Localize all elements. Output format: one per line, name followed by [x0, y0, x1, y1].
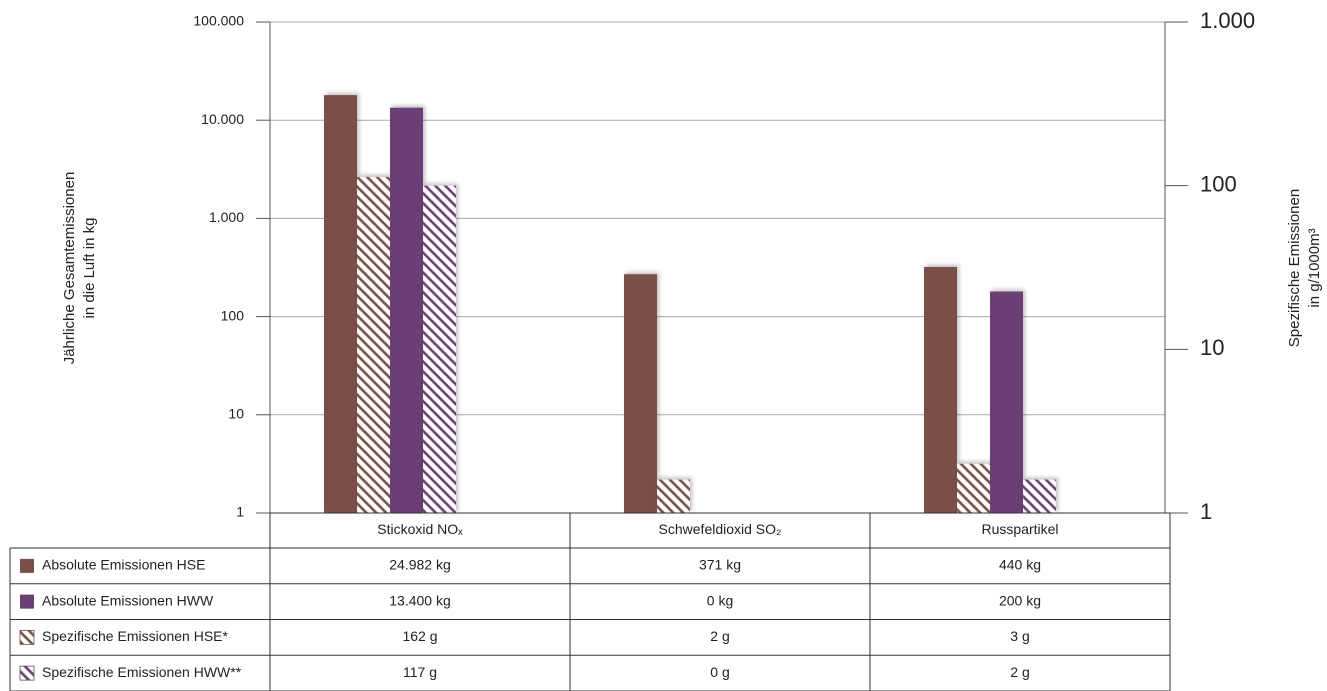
table-cell: 117 g [403, 664, 437, 680]
category-label: Schwefeldioxid SO₂ [659, 521, 782, 537]
y2-tick-label: 100 [1200, 171, 1237, 196]
bar [390, 107, 423, 513]
left-axis-label: Jährliche Gesamtemissionen in die Luft i… [61, 172, 98, 365]
y-tick-label: 1.000 [209, 209, 244, 225]
y-tick-label: 100.000 [193, 13, 244, 29]
bar [624, 274, 657, 513]
category-label: Russpartikel [981, 521, 1058, 537]
table-cell: 371 kg [699, 557, 741, 573]
y2-tick-label: 1.000 [1200, 8, 1255, 33]
bar [924, 266, 957, 513]
table-cell: 200 kg [999, 592, 1041, 608]
table-cell: 0 kg [707, 592, 733, 608]
legend-swatch [20, 558, 34, 573]
table-cell: 3 g [1010, 628, 1029, 644]
y2-label-line: in g/1000m³ [1306, 228, 1323, 307]
bar [324, 95, 357, 514]
y-tick-label: 100 [221, 307, 245, 323]
legend-label: Absolute Emissionen HWW [42, 592, 214, 608]
bar [1023, 479, 1056, 513]
legend-swatch [20, 594, 34, 609]
legend-swatch [19, 629, 35, 645]
bar [990, 291, 1023, 513]
legend-swatch [19, 665, 35, 681]
y-tick-label: 10 [228, 406, 244, 422]
bar [657, 479, 690, 513]
y2-tick-label: 10 [1200, 335, 1224, 360]
table-cell: 24.982 kg [389, 557, 451, 573]
table-cell: 162 g [402, 628, 437, 644]
bar [357, 176, 390, 513]
y2-tick-label: 1 [1200, 499, 1212, 524]
y-tick-label: 1 [236, 504, 244, 520]
y-label-line: in die Luft in kg [81, 218, 98, 319]
table-cell: 0 g [710, 664, 729, 680]
y2-label-line: Spezifische Emissionen [1286, 189, 1303, 347]
table-cell: 2 g [1010, 664, 1029, 680]
y-tick-label: 10.000 [201, 111, 244, 127]
legend-label: Absolute Emissionen HSE [42, 557, 205, 573]
table-cell: 440 kg [999, 557, 1041, 573]
y-label-line: Jährliche Gesamtemissionen [61, 172, 78, 365]
table-cell: 2 g [710, 628, 729, 644]
bar [957, 463, 990, 513]
right-axis-label: Spezifische Emissionen in g/1000m³ [1286, 189, 1323, 347]
legend-label: Spezifische Emissionen HWW** [42, 664, 242, 680]
legend-label: Spezifische Emissionen HSE* [42, 628, 229, 644]
category-label: Stickoxid NOₓ [377, 521, 463, 537]
bar [423, 185, 456, 513]
table-cell: 13.400 kg [389, 592, 451, 608]
